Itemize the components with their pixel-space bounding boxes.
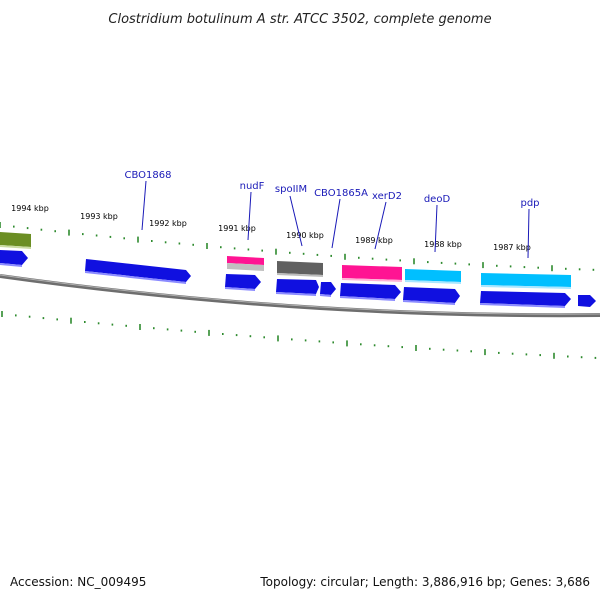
genome-backbone-highlight [0,274,600,315]
gene-label-cbo1865a[interactable]: CBO1865A [314,188,368,199]
accession-text: Accession: NC_009495 [10,575,146,589]
gene-label-xerd2[interactable]: xerD2 [372,191,402,202]
lower-tick-ring [1,311,597,359]
gene-deod[interactable] [405,269,461,284]
gene-blue-4[interactable] [320,282,336,297]
upper-tick-ring [0,222,595,272]
leader-cbo1868 [141,180,147,231]
kbp-label-1989: 1989 kbp [355,236,393,245]
leader-spoiim [289,195,303,247]
gene-blue-2[interactable] [225,274,261,291]
leader-xerd2 [374,201,387,250]
gene-blue-5[interactable] [340,283,401,301]
kbp-label-1994: 1994 kbp [11,204,49,213]
gene-pdp[interactable] [481,273,571,289]
kbp-label-1990: 1990 kbp [286,231,324,240]
gene-label-cbo1868[interactable]: CBO1868 [125,170,172,181]
genome-summary-text: Topology: circular; Length: 3,886,916 bp… [259,575,590,589]
gene-cbo1868[interactable] [85,259,191,284]
gene-blue-7[interactable] [480,291,571,308]
gene-blue-right[interactable] [578,295,596,307]
kbp-label-1991: 1991 kbp [218,224,256,233]
leader-deod [434,204,438,253]
kbp-label-1992: 1992 kbp [149,219,187,228]
gene-blue-left[interactable] [0,250,28,267]
genome-backbone [0,274,600,318]
leader-pdp [527,208,530,259]
kbp-label-1988: 1988 kbp [424,240,462,249]
gene-spoiim[interactable] [277,261,323,277]
gene-label-pdp[interactable]: pdp [520,198,539,209]
gene-blue-6[interactable] [403,287,460,305]
kbp-label-1993: 1993 kbp [80,212,118,221]
gene-olive-left[interactable] [0,232,31,249]
map-title: Clostridium botulinum A str. ATCC 3502, … [108,12,491,27]
gene-label-nudf[interactable]: nudF [240,181,265,192]
gene-label-deod[interactable]: deoD [424,194,451,205]
kbp-label-1987: 1987 kbp [493,243,531,252]
leader-cbo1865a [331,198,341,249]
gene-nudf[interactable] [227,256,264,271]
gene-xerd2[interactable] [342,265,402,282]
leader-nudf [247,191,252,241]
gene-label-spoiim[interactable]: spoIIM [275,184,307,195]
gene-blue-3[interactable] [276,279,319,296]
